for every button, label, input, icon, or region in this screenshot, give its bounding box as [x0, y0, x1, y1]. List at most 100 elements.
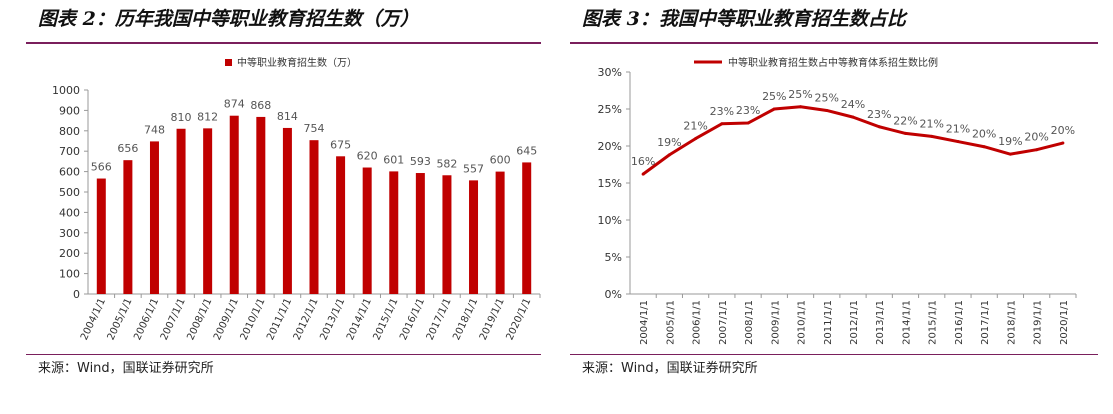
bar — [282, 127, 292, 294]
bar — [203, 128, 213, 294]
x-tick-label: 2017/1/1 — [980, 300, 991, 345]
source-note: 来源：Wind，国联证券研究所 — [582, 361, 758, 376]
line-chart: 中等职业教育招生数占中等教育体系招生数比例 0% 5% 10% 15% 20% 25% 30%… — [598, 56, 1077, 345]
y-tick-label: 0% — [605, 288, 622, 301]
data-label: 645 — [516, 144, 537, 157]
bar — [256, 116, 266, 294]
data-label: 23% — [867, 108, 891, 121]
x-tick-label: 2005/1/1 — [665, 300, 676, 345]
data-label: 22% — [893, 114, 917, 127]
data-label: 20% — [1051, 124, 1075, 137]
x-tick-label: 2020/1/1 — [504, 297, 533, 342]
data-label: 20% — [1024, 131, 1048, 144]
data-label: 25% — [788, 88, 812, 101]
data-point — [799, 105, 803, 109]
bar — [96, 178, 106, 294]
data-label: 600 — [490, 154, 511, 167]
data-point — [903, 131, 907, 135]
data-label: 748 — [144, 123, 165, 136]
y-tick-label: 20% — [598, 140, 622, 153]
source-note: 来源：Wind，国联证券研究所 — [38, 361, 214, 376]
legend-label: 中等职业教育招生数（万） — [237, 56, 357, 69]
x-tick-label: 2020/1/1 — [1059, 300, 1070, 345]
x-tick-label: 2009/1/1 — [212, 297, 241, 342]
data-point — [1061, 141, 1065, 145]
bar — [415, 173, 425, 294]
y-tick-label: 5% — [605, 251, 622, 264]
bar — [522, 162, 532, 294]
data-point — [694, 137, 698, 141]
data-label: 557 — [463, 162, 484, 175]
data-label: 25% — [815, 91, 839, 104]
data-label: 593 — [410, 155, 431, 168]
bar-chart: 中等职业教育招生数（万） 0 100 200 300 400 500 600 700 800 900… — [52, 56, 541, 342]
x-tick-label: 2016/1/1 — [954, 300, 965, 345]
bar — [229, 115, 239, 294]
x-tick-label: 2012/1/1 — [849, 300, 860, 345]
x-tick-label: 2014/1/1 — [901, 300, 912, 345]
data-point — [877, 125, 881, 129]
bar — [123, 160, 133, 294]
source-rule — [26, 354, 541, 355]
data-point — [1035, 148, 1039, 152]
data-label: 21% — [919, 117, 943, 130]
legend-swatch — [225, 59, 232, 66]
x-tick-label: 2008/1/1 — [744, 300, 755, 345]
bar — [336, 156, 346, 294]
x-tick-label: 2015/1/1 — [372, 297, 401, 342]
x-tick-label: 2006/1/1 — [132, 297, 161, 342]
x-tick-label: 2010/1/1 — [797, 300, 808, 345]
data-point — [930, 134, 934, 138]
source-rule — [570, 354, 1098, 355]
data-label: 21% — [683, 120, 707, 133]
data-label: 16% — [631, 155, 655, 168]
y-tick-label: 400 — [59, 206, 80, 219]
y-tick-label: 800 — [59, 125, 80, 138]
bar — [362, 167, 372, 294]
y-tick-label: 200 — [59, 247, 80, 260]
data-label: 23% — [736, 104, 760, 117]
data-label: 620 — [357, 150, 378, 163]
bar — [469, 180, 479, 294]
y-tick-label: 600 — [59, 166, 80, 179]
x-tick-label: 2011/1/1 — [265, 297, 294, 342]
data-label: 20% — [972, 128, 996, 141]
x-tick-label: 2008/1/1 — [185, 297, 214, 342]
line-chart-title: 图表 3：我国中等职业教育招生数占比 — [582, 8, 906, 30]
y-tick-label: 25% — [598, 103, 622, 116]
x-tick-label: 2012/1/1 — [292, 297, 321, 342]
x-tick-label: 2009/1/1 — [770, 300, 781, 345]
data-label: 874 — [224, 98, 245, 111]
x-tick-label: 2007/1/1 — [159, 297, 188, 342]
x-tick-label: 2018/1/1 — [451, 297, 480, 342]
x-tick-label: 2010/1/1 — [239, 297, 268, 342]
data-label: 19% — [657, 136, 681, 149]
y-tick-label: 1000 — [52, 84, 80, 97]
data-point — [982, 145, 986, 149]
data-label: 814 — [277, 110, 298, 123]
x-tick-label: 2019/1/1 — [1033, 300, 1044, 345]
x-tick-label: 2016/1/1 — [398, 297, 427, 342]
bar — [309, 140, 319, 294]
x-tick-label: 2017/1/1 — [425, 297, 454, 342]
data-label: 21% — [946, 123, 970, 136]
y-tick-label: 100 — [59, 268, 80, 281]
bar — [495, 171, 505, 294]
y-tick-label: 0 — [73, 288, 80, 301]
data-label: 812 — [197, 110, 218, 123]
y-tick-label: 700 — [59, 145, 80, 158]
x-tick-label: 2014/1/1 — [345, 297, 374, 342]
title-rule — [570, 42, 1098, 44]
data-point — [667, 153, 671, 157]
bar-chart-title: 图表 2：历年我国中等职业教育招生数（万） — [38, 8, 419, 30]
data-point — [720, 122, 724, 126]
bar — [442, 175, 452, 294]
data-point — [851, 115, 855, 119]
x-tick-label: 2013/1/1 — [318, 297, 347, 342]
data-point — [746, 121, 750, 125]
data-label: 810 — [171, 111, 192, 124]
data-label: 24% — [841, 98, 865, 111]
data-point — [956, 140, 960, 144]
data-point — [1008, 152, 1012, 156]
bar-chart-panel: 图表 2：历年我国中等职业教育招生数（万） 中等职业教育招生数（万） 0 100 20… — [0, 0, 556, 414]
